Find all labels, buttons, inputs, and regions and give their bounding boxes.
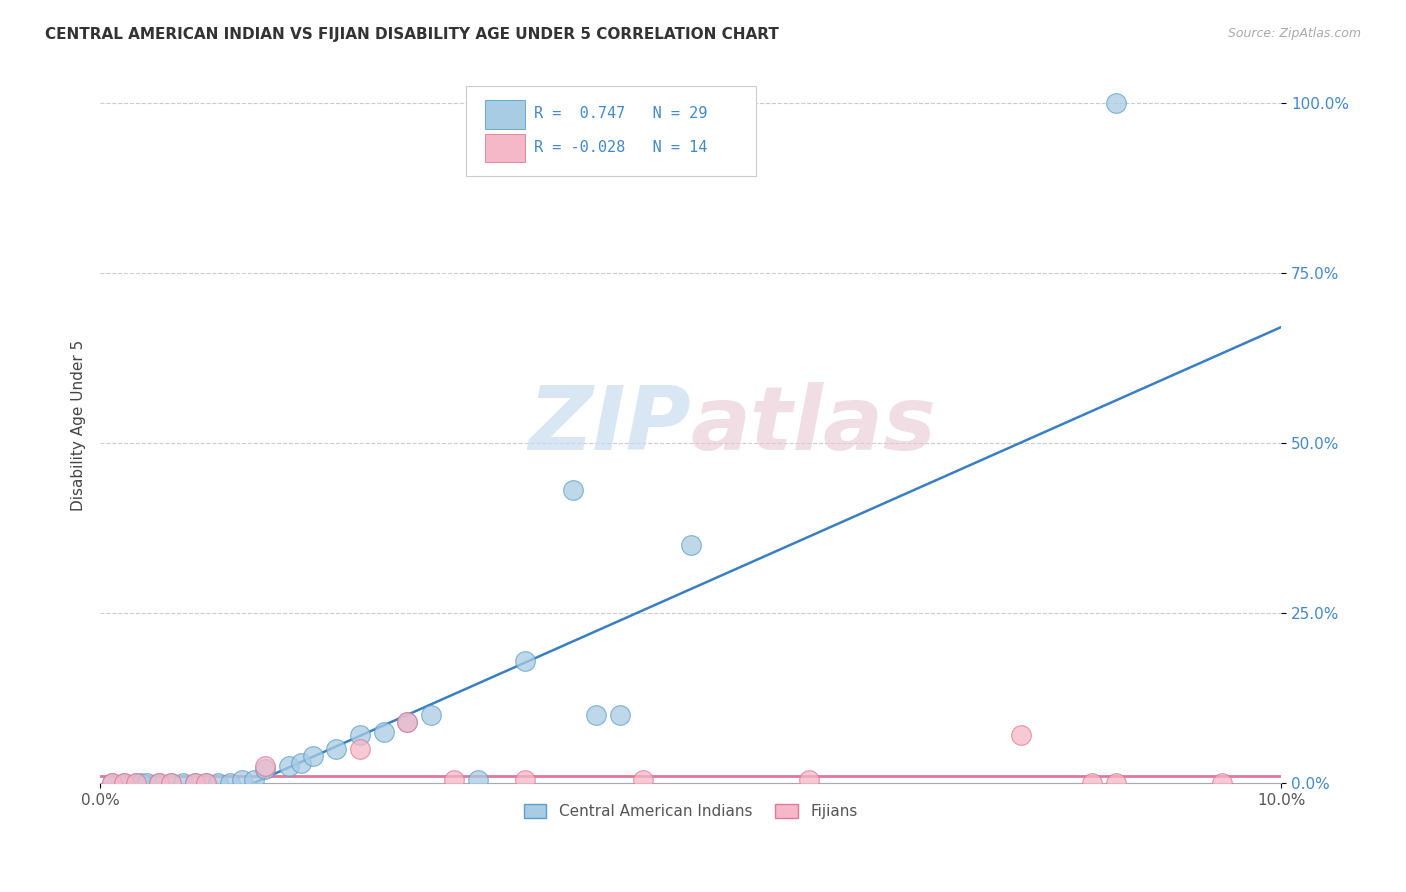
Point bbox=[419, 708, 441, 723]
Point bbox=[325, 742, 347, 756]
Point bbox=[148, 776, 170, 790]
Point bbox=[172, 776, 194, 790]
Text: R = -0.028   N = 14: R = -0.028 N = 14 bbox=[533, 140, 707, 155]
Point bbox=[1211, 776, 1233, 790]
Legend: Central American Indians, Fijians: Central American Indians, Fijians bbox=[517, 798, 863, 825]
Point bbox=[231, 772, 253, 787]
Point bbox=[254, 759, 277, 773]
Point bbox=[515, 772, 537, 787]
Point bbox=[349, 742, 371, 756]
Point bbox=[207, 776, 229, 790]
Point bbox=[183, 776, 205, 790]
Point bbox=[396, 714, 419, 729]
Point bbox=[373, 725, 395, 739]
Point bbox=[349, 728, 371, 742]
Point bbox=[124, 776, 146, 790]
Point bbox=[254, 763, 277, 777]
Point bbox=[101, 776, 124, 790]
Point bbox=[136, 776, 159, 790]
Point bbox=[679, 538, 702, 552]
Point bbox=[148, 776, 170, 790]
Point bbox=[124, 776, 146, 790]
Point bbox=[797, 772, 820, 787]
Text: ZIP: ZIP bbox=[527, 383, 690, 469]
Point bbox=[1081, 776, 1104, 790]
Text: atlas: atlas bbox=[690, 383, 936, 469]
Point bbox=[112, 776, 135, 790]
Point bbox=[131, 776, 153, 790]
Point bbox=[101, 776, 124, 790]
Point bbox=[183, 776, 205, 790]
Point bbox=[633, 772, 655, 787]
Point bbox=[301, 748, 323, 763]
Point bbox=[467, 772, 489, 787]
Point bbox=[1105, 95, 1128, 110]
FancyBboxPatch shape bbox=[467, 87, 755, 176]
Point bbox=[195, 776, 218, 790]
Point bbox=[290, 756, 312, 770]
Text: Source: ZipAtlas.com: Source: ZipAtlas.com bbox=[1227, 27, 1361, 40]
Y-axis label: Disability Age Under 5: Disability Age Under 5 bbox=[72, 340, 86, 511]
Point bbox=[561, 483, 583, 498]
Text: CENTRAL AMERICAN INDIAN VS FIJIAN DISABILITY AGE UNDER 5 CORRELATION CHART: CENTRAL AMERICAN INDIAN VS FIJIAN DISABI… bbox=[45, 27, 779, 42]
Point bbox=[160, 776, 183, 790]
FancyBboxPatch shape bbox=[485, 134, 526, 162]
Point bbox=[1105, 776, 1128, 790]
Point bbox=[585, 708, 607, 723]
Point bbox=[195, 776, 218, 790]
Point bbox=[515, 654, 537, 668]
Point bbox=[396, 714, 419, 729]
Point bbox=[609, 708, 631, 723]
Point bbox=[160, 776, 183, 790]
FancyBboxPatch shape bbox=[485, 100, 526, 128]
Point bbox=[443, 772, 465, 787]
Point bbox=[112, 776, 135, 790]
Point bbox=[278, 759, 301, 773]
Point bbox=[242, 772, 264, 787]
Point bbox=[219, 776, 242, 790]
Point bbox=[1010, 728, 1032, 742]
Text: R =  0.747   N = 29: R = 0.747 N = 29 bbox=[533, 106, 707, 121]
